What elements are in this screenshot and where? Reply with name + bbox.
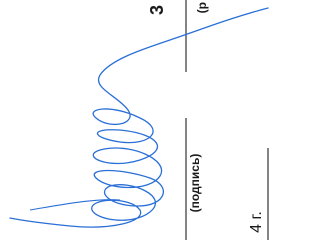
page-fragment: 3 [147, 5, 167, 15]
signature-caption: (подпись) [188, 154, 202, 213]
scan: 3 (р (подпись) 4 г. [0, 0, 287, 240]
caption-fragment: (р [195, 2, 209, 13]
date-fragment: 4 г. [248, 211, 265, 233]
page: 3 (р (подпись) 4 г. (() => { const data … [0, 0, 320, 240]
